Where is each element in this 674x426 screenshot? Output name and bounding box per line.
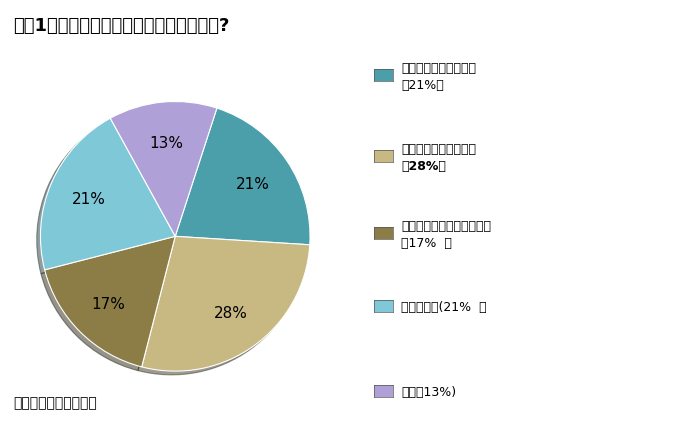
Wedge shape [142,237,310,371]
Wedge shape [44,237,175,367]
Wedge shape [40,119,175,270]
Text: 调查1、您认为特斯拉为何成为热销电动车?: 调查1、您认为特斯拉为何成为热销电动车? [13,17,230,35]
Text: 13%: 13% [150,135,183,150]
Text: 精准定位小众高端市场
（28%）: 精准定位小众高端市场 （28%） [401,143,476,173]
Wedge shape [175,109,310,245]
Text: 其他（13%): 其他（13%) [401,386,456,398]
Wedge shape [111,102,217,237]
Text: 核心技术的成熟与突破
（21%）: 核心技术的成熟与突破 （21%） [401,62,476,92]
Text: 17%: 17% [92,296,125,311]
Text: 来源：盖世汽车网调查: 来源：盖世汽车网调查 [13,395,97,409]
Text: 不排除炒作(21%  ）: 不排除炒作(21% ） [401,300,487,313]
Text: 21%: 21% [71,192,106,207]
Text: 28%: 28% [214,305,247,320]
Text: 21%: 21% [237,176,270,191]
Text: 政府补贴和碳交易收入推动
（17%  ）: 政府补贴和碳交易收入推动 （17% ） [401,219,491,249]
